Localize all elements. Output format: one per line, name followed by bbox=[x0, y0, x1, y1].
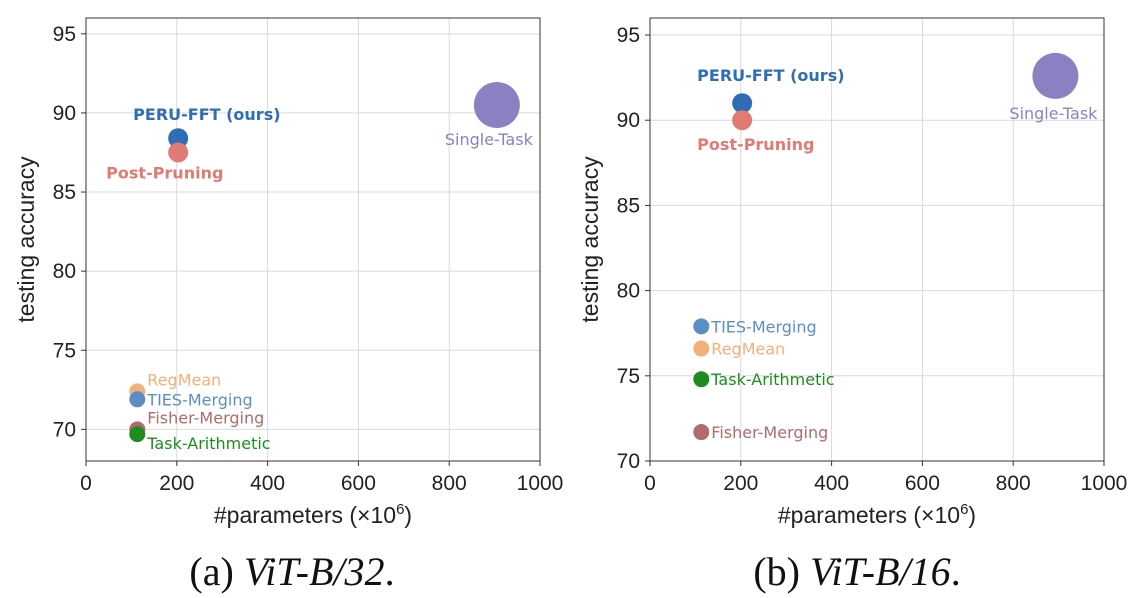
point-post-pruning bbox=[732, 110, 753, 131]
figure-caption: (b) ViT-B/16. bbox=[753, 549, 960, 594]
point-label-fisher-merging: Fisher-Merging bbox=[147, 408, 264, 427]
point-label-task-arithmetic: Task-Arithmetic bbox=[710, 370, 834, 389]
point-peru-fft-ours bbox=[732, 93, 753, 114]
point-label-ties-merging: TIES-Merging bbox=[710, 317, 816, 336]
point-label-post-pruning: Post-Pruning bbox=[697, 135, 814, 154]
y-tick-label: 95 bbox=[53, 23, 76, 46]
y-tick-label: 95 bbox=[617, 24, 640, 47]
point-regmean bbox=[693, 340, 710, 357]
point-label-task-arithmetic: Task-Arithmetic bbox=[146, 434, 270, 453]
figure-caption: (a) ViT-B/32. bbox=[189, 549, 394, 594]
chart-panel-b: 0 200 400 600 800 1000 70 75 80 85 90 95 #parameters… bbox=[577, 17, 1128, 594]
point-label-single-task: Single-Task bbox=[445, 130, 534, 149]
point-label-fisher-merging: Fisher-Merging bbox=[711, 423, 828, 442]
x-tick-label: 600 bbox=[341, 472, 376, 495]
x-tick-label: 400 bbox=[250, 472, 285, 495]
point-single-task bbox=[473, 82, 520, 129]
point-ties-merging bbox=[129, 391, 146, 408]
chart-panel-a: 0 200 400 600 800 1000 70 75 80 85 90 95 #parameters… bbox=[13, 17, 564, 594]
x-axis-label: #parameters (×106) bbox=[214, 501, 412, 528]
point-label-regmean: RegMean bbox=[147, 370, 221, 389]
point-post-pruning bbox=[168, 142, 189, 163]
point-label-post-pruning: Post-Pruning bbox=[106, 163, 223, 182]
y-tick-label: 85 bbox=[617, 194, 640, 217]
x-tick-label: 800 bbox=[996, 472, 1031, 495]
y-tick-label: 90 bbox=[617, 109, 640, 132]
point-fisher-merging bbox=[693, 424, 710, 441]
x-tick-label: 600 bbox=[905, 472, 940, 495]
y-tick-label: 75 bbox=[53, 339, 76, 362]
y-tick-label: 75 bbox=[617, 365, 640, 388]
y-tick-label: 85 bbox=[53, 181, 76, 204]
point-label-single-task: Single-Task bbox=[1009, 104, 1098, 123]
x-tick-label: 400 bbox=[814, 472, 849, 495]
point-ties-merging bbox=[693, 318, 710, 335]
y-axis-label: testing accuracy bbox=[13, 156, 39, 323]
point-label-peru-fft-ours: PERU-FFT (ours) bbox=[697, 66, 844, 85]
y-tick-label: 70 bbox=[53, 418, 76, 441]
point-label-regmean: RegMean bbox=[711, 340, 785, 359]
y-tick-label: 70 bbox=[617, 450, 640, 473]
point-label-peru-fft-ours: PERU-FFT (ours) bbox=[133, 105, 280, 124]
y-axis-label: testing accuracy bbox=[577, 156, 603, 323]
x-tick-label: 200 bbox=[159, 472, 194, 495]
x-tick-label: 1000 bbox=[517, 472, 564, 495]
point-peru-fft-ours bbox=[168, 128, 189, 149]
plot-frame bbox=[85, 17, 541, 462]
y-tick-label: 80 bbox=[617, 280, 640, 303]
x-tick-label: 1000 bbox=[1081, 472, 1128, 495]
plot-frame bbox=[649, 17, 1105, 462]
point-task-arithmetic bbox=[693, 371, 710, 388]
x-tick-label: 0 bbox=[644, 472, 656, 495]
x-tick-label: 800 bbox=[432, 472, 467, 495]
x-axis-label: #parameters (×106) bbox=[778, 501, 976, 528]
point-single-task bbox=[1032, 52, 1079, 99]
y-tick-label: 80 bbox=[53, 260, 76, 283]
x-tick-label: 200 bbox=[723, 472, 758, 495]
point-task-arithmetic bbox=[129, 426, 146, 443]
y-tick-label: 90 bbox=[53, 102, 76, 125]
x-tick-label: 0 bbox=[80, 472, 92, 495]
point-label-ties-merging: TIES-Merging bbox=[146, 390, 252, 409]
